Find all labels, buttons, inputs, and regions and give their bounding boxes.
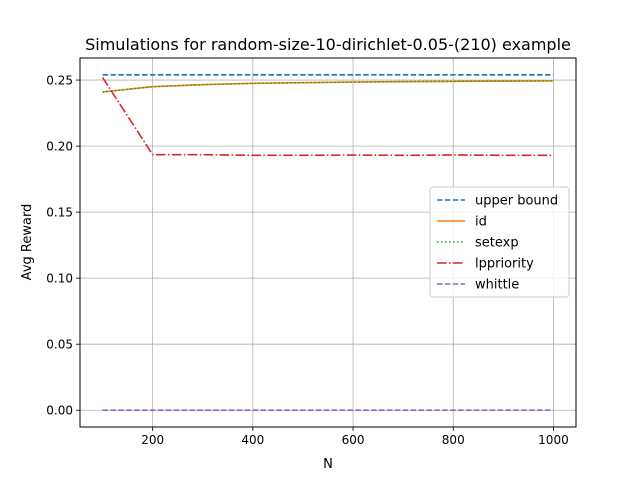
x-tick-label: 200 — [141, 433, 164, 447]
series-line-lppriority — [101, 76, 554, 157]
y-tick-label: 0.00 — [46, 404, 73, 418]
series-line-setexp — [102, 80, 554, 93]
plot-frame — [79, 57, 577, 428]
x-axis-label: N — [323, 457, 333, 472]
legend-label: setexp — [475, 236, 519, 251]
legend: upper bound id setexp lppriority whittle — [429, 186, 570, 298]
x-tick-label: 600 — [342, 433, 365, 447]
y-tick-label: 0.10 — [46, 272, 73, 286]
y-axis-label: Avg Reward — [20, 204, 35, 281]
series-line-id — [102, 80, 554, 93]
y-tick-label: 0.20 — [46, 140, 73, 154]
legend-label: whittle — [475, 278, 519, 293]
legend-label: lppriority — [475, 257, 534, 272]
legend-box — [429, 186, 570, 298]
legend-label: upper bound — [475, 194, 558, 209]
y-axis: 0.00 0.05 0.10 0.15 0.20 0.25 — [46, 74, 80, 418]
x-tick-label: 400 — [241, 433, 264, 447]
y-tick-label: 0.15 — [46, 206, 73, 220]
legend-label: id — [475, 215, 487, 230]
x-axis: 200 400 600 800 1000 — [141, 427, 569, 447]
chart-title: Simulations for random-size-10-dirichlet… — [85, 35, 571, 54]
series-layer — [101, 73, 554, 412]
x-tick-label: 1000 — [538, 433, 569, 447]
x-tick-label: 800 — [442, 433, 465, 447]
y-tick-label: 0.25 — [46, 74, 73, 88]
y-tick-label: 0.05 — [46, 338, 73, 352]
